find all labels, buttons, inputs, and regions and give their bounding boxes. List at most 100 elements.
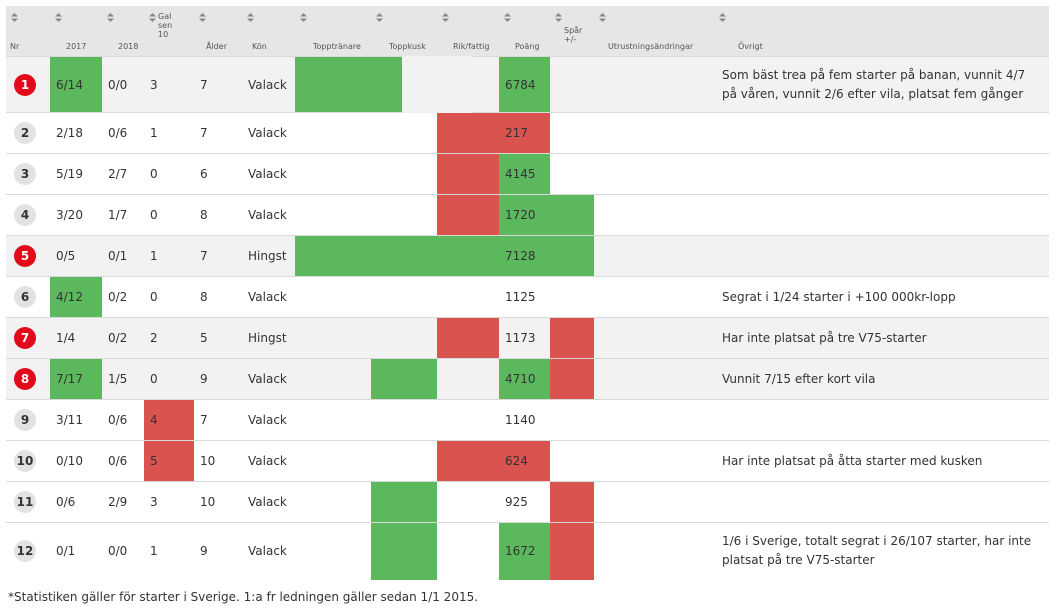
kon-cell: Valack — [242, 153, 295, 195]
spar-cell — [550, 276, 594, 318]
rik-fattig-cell — [437, 522, 499, 580]
spar-cell — [550, 153, 594, 195]
table-row: 12 0/1 0/0 1 9 Valack 1672 1/6 i Sverige… — [6, 522, 1049, 580]
ovrigt-cell — [714, 112, 1049, 154]
stat-2017-cell: 2/18 — [50, 112, 102, 154]
rik-fattig-cell — [437, 399, 499, 441]
stat-2017-cell: 0/1 — [50, 522, 102, 580]
toppkusk-cell — [371, 317, 437, 359]
spar-cell — [550, 112, 594, 154]
table-row: 3 5/19 2/7 0 6 Valack 4145 — [6, 153, 1049, 195]
kon-cell: Valack — [242, 194, 295, 236]
horse-number-cell: 7 — [6, 317, 50, 359]
col-alder[interactable]: Ålder — [194, 6, 242, 57]
poang-cell: 1140 — [499, 399, 550, 441]
toppkusk-cell — [371, 194, 437, 236]
col-topptranare[interactable]: Topptränare — [295, 6, 371, 57]
col-label: Kön — [252, 42, 267, 51]
horse-number-cell: 11 — [6, 481, 50, 523]
col-nr[interactable]: Nr — [6, 6, 50, 57]
stat-2017-cell: 4/12 — [50, 276, 102, 318]
alder-cell: 8 — [194, 194, 242, 236]
poang-cell: 6784 — [499, 56, 550, 113]
col-label: Topptränare — [313, 42, 361, 51]
ovrigt-cell — [714, 153, 1049, 195]
toppkusk-cell — [371, 481, 437, 523]
col-gal-sen-10[interactable]: Gal sen 10 — [144, 6, 194, 57]
col-utrustning[interactable]: Utrustningsändringar — [594, 6, 714, 57]
col-2017[interactable]: 2017 — [50, 6, 102, 57]
ovrigt-cell: Som bäst trea på fem starter på banan, v… — [714, 56, 1049, 113]
kon-cell: Valack — [242, 399, 295, 441]
col-label: Utrustningsändringar — [608, 42, 694, 51]
horse-number-cell: 5 — [6, 235, 50, 277]
sort-icon — [54, 13, 98, 23]
alder-cell: 8 — [194, 276, 242, 318]
horse-number-badge: 10 — [14, 450, 36, 472]
stat-2018-cell: 1/7 — [102, 194, 144, 236]
spar-cell — [550, 56, 594, 113]
kon-cell: Hingst — [242, 317, 295, 359]
poang-cell: 1720 — [499, 194, 550, 236]
horse-number-cell: 12 — [6, 522, 50, 580]
stat-2018-cell: 0/1 — [102, 235, 144, 277]
topptranare-cell — [295, 194, 371, 236]
topptranare-cell — [295, 358, 371, 400]
col-2018[interactable]: 2018 — [102, 6, 144, 57]
toppkusk-cell — [371, 153, 437, 195]
sort-icon — [246, 13, 291, 23]
kon-cell: Valack — [242, 358, 295, 400]
kon-cell: Valack — [242, 112, 295, 154]
horse-number-cell: 2 — [6, 112, 50, 154]
stat-2018-cell: 0/0 — [102, 522, 144, 580]
col-toppkusk[interactable]: Toppkusk — [371, 6, 437, 57]
stat-2017-cell: 3/20 — [50, 194, 102, 236]
topptranare-cell — [295, 153, 371, 195]
ovrigt-cell — [714, 399, 1049, 441]
sort-icon — [106, 13, 140, 23]
alder-cell: 7 — [194, 56, 242, 113]
poang-cell: 217 — [499, 112, 550, 154]
gal-cell: 5 — [144, 440, 194, 482]
col-label: Toppkusk — [389, 42, 426, 51]
stat-2017-cell: 0/10 — [50, 440, 102, 482]
horse-number-cell: 1 — [6, 56, 50, 113]
utrustning-cell — [594, 153, 714, 195]
horse-number-cell: 3 — [6, 153, 50, 195]
utrustning-cell — [594, 522, 714, 580]
utrustning-cell — [594, 481, 714, 523]
horse-number-badge: 8 — [14, 368, 36, 390]
stat-2017-cell: 5/19 — [50, 153, 102, 195]
stat-2018-cell: 0/6 — [102, 399, 144, 441]
col-label: Gal sen 10 — [158, 12, 173, 39]
gal-cell: 0 — [144, 358, 194, 400]
table-row: 8 7/17 1/5 0 9 Valack 4710 Vunnit 7/15 e… — [6, 358, 1049, 400]
toppkusk-cell — [371, 440, 437, 482]
rik-fattig-cell — [437, 358, 499, 400]
rik-fattig-cell — [437, 276, 499, 318]
col-spar[interactable]: Spår +/- — [550, 6, 594, 57]
rik-fattig-cell — [437, 481, 499, 523]
sort-icon — [148, 13, 157, 23]
topptranare-cell — [295, 112, 371, 154]
horse-number-badge: 9 — [14, 409, 36, 431]
col-label: Spår +/- — [564, 26, 583, 44]
horse-number-cell: 8 — [6, 358, 50, 400]
topptranare-cell — [295, 481, 371, 523]
sort-icon — [554, 13, 563, 23]
table-row: 7 1/4 0/2 2 5 Hingst 1173 Har inte plats… — [6, 317, 1049, 359]
ovrigt-cell — [714, 194, 1049, 236]
col-ovrigt[interactable]: Övrigt — [714, 6, 1049, 57]
horse-number-badge: 7 — [14, 327, 36, 349]
col-rik-fattig[interactable]: Rik/fattig — [437, 6, 499, 57]
col-kon[interactable]: Kön — [242, 6, 295, 57]
toppkusk-cell — [371, 235, 437, 277]
topptranare-cell — [295, 56, 472, 113]
col-poang[interactable]: Poäng — [499, 6, 550, 57]
stat-2017-cell: 7/17 — [50, 358, 102, 400]
utrustning-cell — [594, 112, 714, 154]
utrustning-cell — [594, 276, 714, 318]
sort-icon — [718, 13, 1045, 23]
topptranare-cell — [295, 399, 371, 441]
utrustning-cell — [594, 440, 714, 482]
